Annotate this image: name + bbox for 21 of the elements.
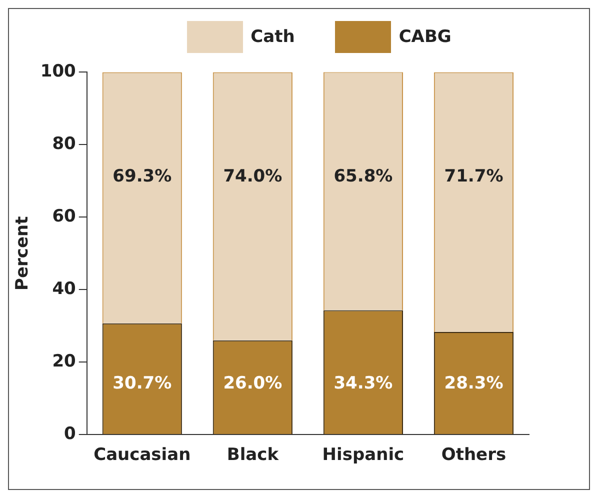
x-tick-label: Caucasian <box>94 445 191 466</box>
x-tick-label: Black <box>226 445 280 466</box>
data-label: 74.0% <box>223 166 282 187</box>
x-tick-label: Hispanic <box>322 445 404 466</box>
y-tick-label: 0 <box>64 424 76 444</box>
y-tick-label: 20 <box>52 352 76 372</box>
data-label: 34.3% <box>334 374 393 394</box>
legend-label: CABG <box>398 27 452 47</box>
data-label: 30.7% <box>112 374 172 394</box>
data-label: 71.7% <box>444 166 504 187</box>
y-tick-label: 40 <box>52 279 76 300</box>
data-label: 69.3% <box>112 166 172 187</box>
x-tick-label: Others <box>441 445 506 466</box>
y-tick-label: 80 <box>52 134 76 154</box>
data-label: 26.0% <box>223 374 282 394</box>
y-tick-label: 100 <box>40 62 76 82</box>
legend-label: Cath <box>250 27 295 47</box>
data-label: 28.3% <box>444 374 504 394</box>
y-axis-title: Percent <box>12 216 33 291</box>
data-label: 65.8% <box>334 166 393 186</box>
y-tick-label: 60 <box>52 206 76 227</box>
